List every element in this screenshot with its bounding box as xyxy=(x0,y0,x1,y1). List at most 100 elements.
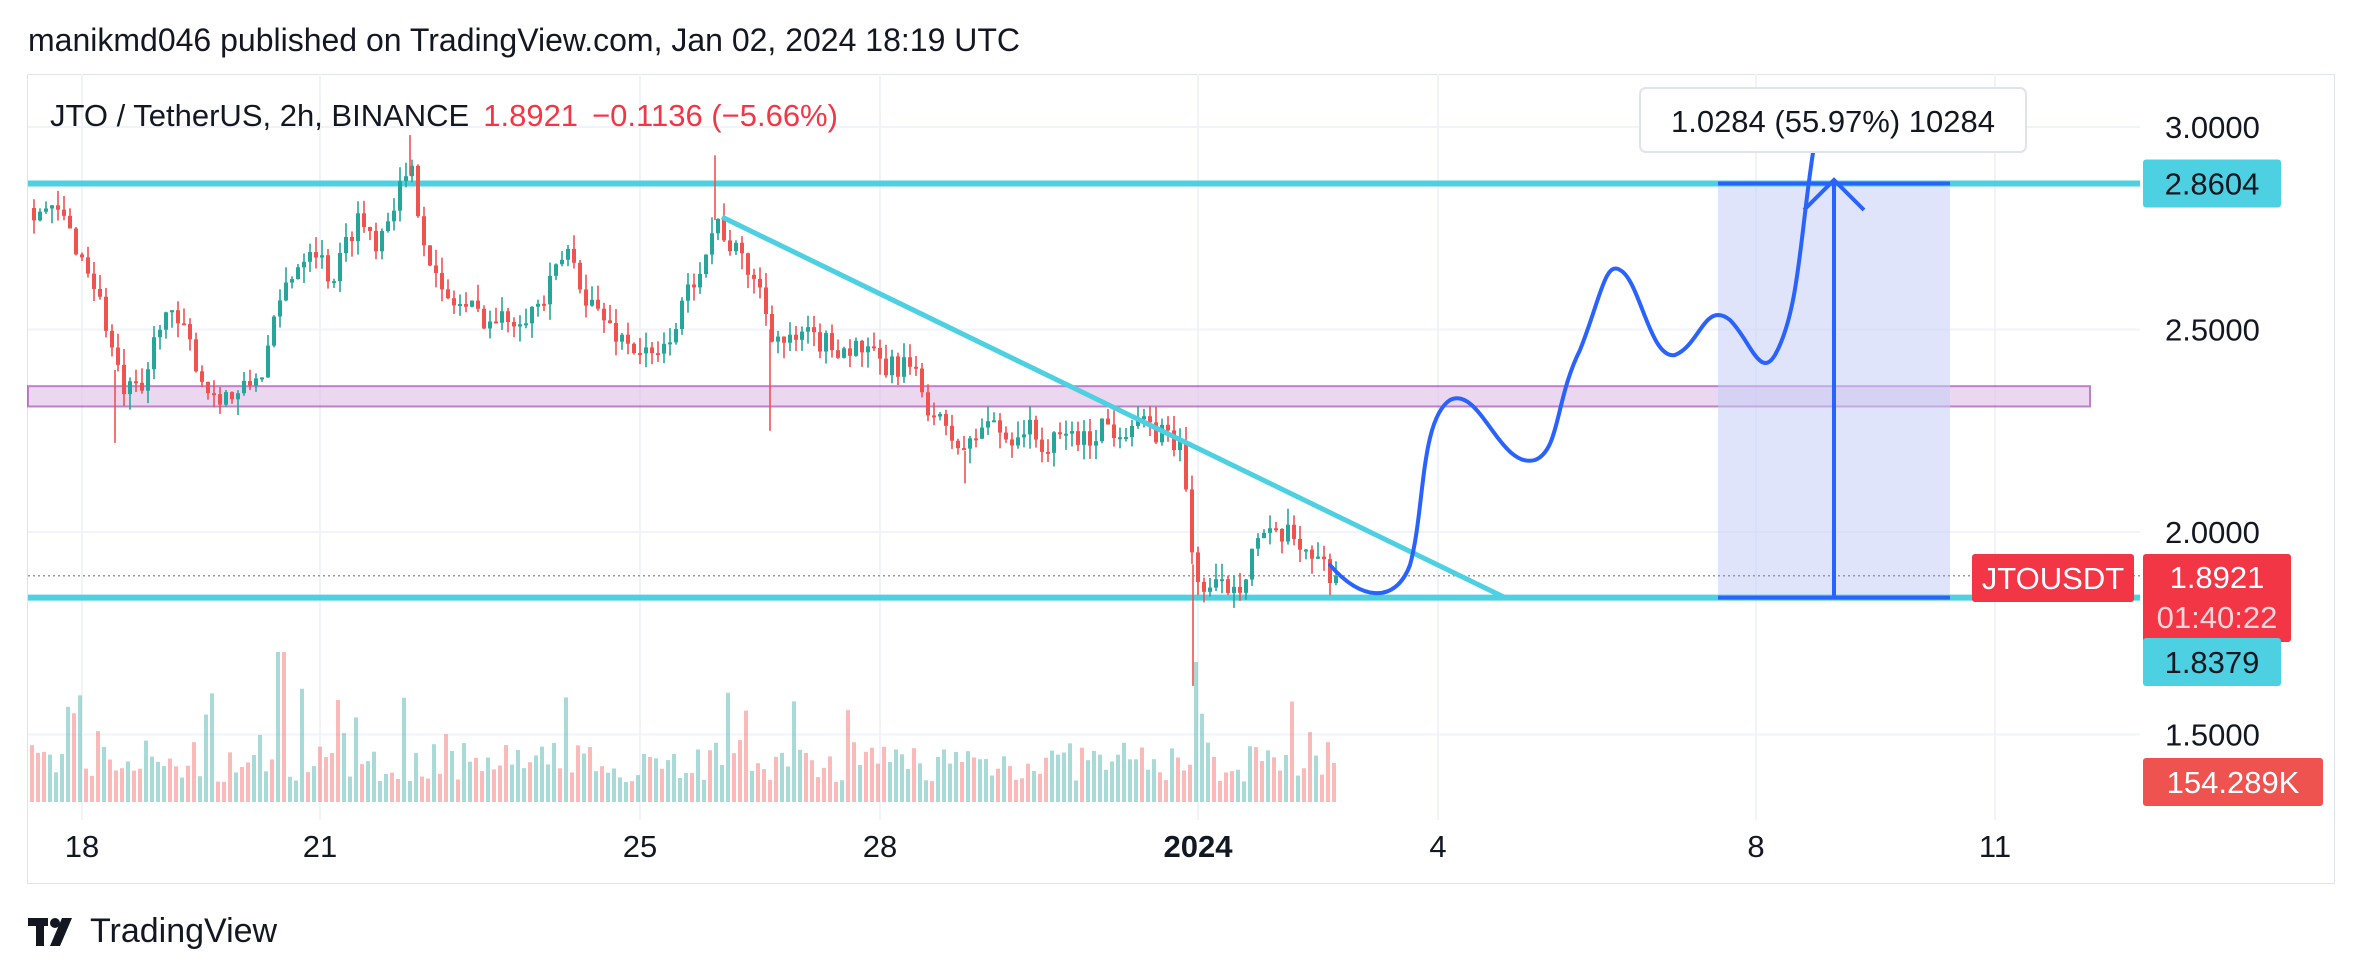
volume-bar xyxy=(1296,776,1300,802)
volume-bar xyxy=(204,715,208,802)
candle-body xyxy=(842,348,846,357)
volume-bar xyxy=(1326,742,1330,802)
candle-body xyxy=(1274,528,1278,530)
candle-body xyxy=(590,300,594,306)
volume-bar xyxy=(90,776,94,802)
x-tick-label: 25 xyxy=(623,829,657,864)
candle-body xyxy=(722,219,726,241)
symbol-tag: JTOUSDT xyxy=(1982,561,2124,596)
volume-bar xyxy=(492,769,496,802)
y-tick-label: 2.0000 xyxy=(2165,515,2260,550)
candle-body xyxy=(824,333,828,352)
volume-bar xyxy=(432,744,436,802)
volume-bar xyxy=(816,777,820,802)
tradingview-logo[interactable]: TradingView xyxy=(28,912,277,951)
candle-body xyxy=(608,320,612,323)
volume-bar xyxy=(162,766,166,802)
volume-bar xyxy=(1026,764,1030,802)
candle-body xyxy=(1118,437,1122,439)
candle-body xyxy=(836,350,840,358)
candle-body xyxy=(236,393,240,399)
candle-body xyxy=(302,262,306,268)
volume-bar xyxy=(192,742,196,802)
candle-body xyxy=(422,216,426,245)
candle-body xyxy=(38,212,42,221)
candle-body xyxy=(200,371,204,382)
symbol-legend[interactable]: JTO / TetherUS, 2h, BINANCE1.8921−0.1136… xyxy=(50,98,838,134)
volume-bar xyxy=(1092,751,1096,802)
volume-bar xyxy=(738,740,742,802)
volume-bar xyxy=(1206,743,1210,802)
volume-bar xyxy=(846,710,850,802)
candle-body xyxy=(182,323,186,325)
volume-bar xyxy=(252,755,256,802)
volume-bar xyxy=(102,747,106,802)
volume-bar xyxy=(36,753,40,802)
candle-body xyxy=(674,329,678,342)
candle-body xyxy=(1286,525,1290,542)
volume-bar xyxy=(132,771,136,802)
candle-body xyxy=(758,279,762,288)
volume-bar xyxy=(72,713,76,802)
price-chart[interactable]: 1.0284 (55.97%) 10284 3.00002.50002.0000… xyxy=(0,0,2363,900)
volume-bar xyxy=(588,747,592,802)
candle-body xyxy=(1202,582,1206,592)
volume-bar xyxy=(606,773,610,802)
volume-bar xyxy=(114,770,118,802)
candle-body xyxy=(980,428,984,439)
volume-bar xyxy=(1134,759,1138,802)
volume-bar xyxy=(1020,778,1024,802)
candle-body xyxy=(1148,416,1152,422)
volume-bar xyxy=(156,762,160,802)
candle-body xyxy=(656,353,660,355)
candle-body xyxy=(194,339,198,371)
candle-body xyxy=(134,381,138,383)
candle-body xyxy=(542,304,546,306)
candle-body xyxy=(164,312,168,329)
volume-bar xyxy=(198,776,202,802)
candle-body xyxy=(644,347,648,353)
candle-body xyxy=(404,176,408,181)
candle-body xyxy=(950,426,954,441)
candle-body xyxy=(692,284,696,287)
candle-body xyxy=(494,322,498,324)
volume-bar xyxy=(594,771,598,802)
candle-body xyxy=(986,421,990,427)
candle-body xyxy=(290,279,294,283)
candle-body xyxy=(1196,552,1200,582)
candle-body xyxy=(926,392,930,415)
volume-bar xyxy=(1236,770,1240,802)
volume-bar xyxy=(216,782,220,802)
candle-body xyxy=(698,274,702,287)
candle-body xyxy=(434,265,438,273)
candle-body xyxy=(446,289,450,298)
volume-bar xyxy=(444,734,448,802)
volume-bar xyxy=(366,761,370,802)
x-tick-label: 11 xyxy=(1979,829,2011,864)
volume-bar xyxy=(1104,770,1108,802)
candle-body xyxy=(794,335,798,340)
candle-body xyxy=(488,322,492,329)
volume-bar xyxy=(1290,701,1294,802)
volume-bar xyxy=(1194,662,1198,802)
candle-body xyxy=(386,221,390,231)
candle-body xyxy=(806,327,810,331)
volume-bar xyxy=(546,764,550,802)
candle-body xyxy=(566,249,570,260)
candle-body xyxy=(860,341,864,353)
volume-bar xyxy=(642,754,646,802)
volume-bar xyxy=(306,772,310,802)
x-tick-label: 28 xyxy=(863,829,897,864)
candle-body xyxy=(68,216,72,229)
candle-body xyxy=(368,227,372,231)
volume-bar xyxy=(1140,747,1144,802)
candle-body xyxy=(638,353,642,355)
candle-body xyxy=(710,233,714,254)
volume-bar xyxy=(528,762,532,802)
volume-bar xyxy=(180,778,184,802)
candle-body xyxy=(878,348,882,359)
candle-body xyxy=(1226,579,1230,593)
volume-bar xyxy=(1164,780,1168,802)
x-tick-label: 18 xyxy=(65,829,99,864)
candle-body xyxy=(764,287,768,314)
